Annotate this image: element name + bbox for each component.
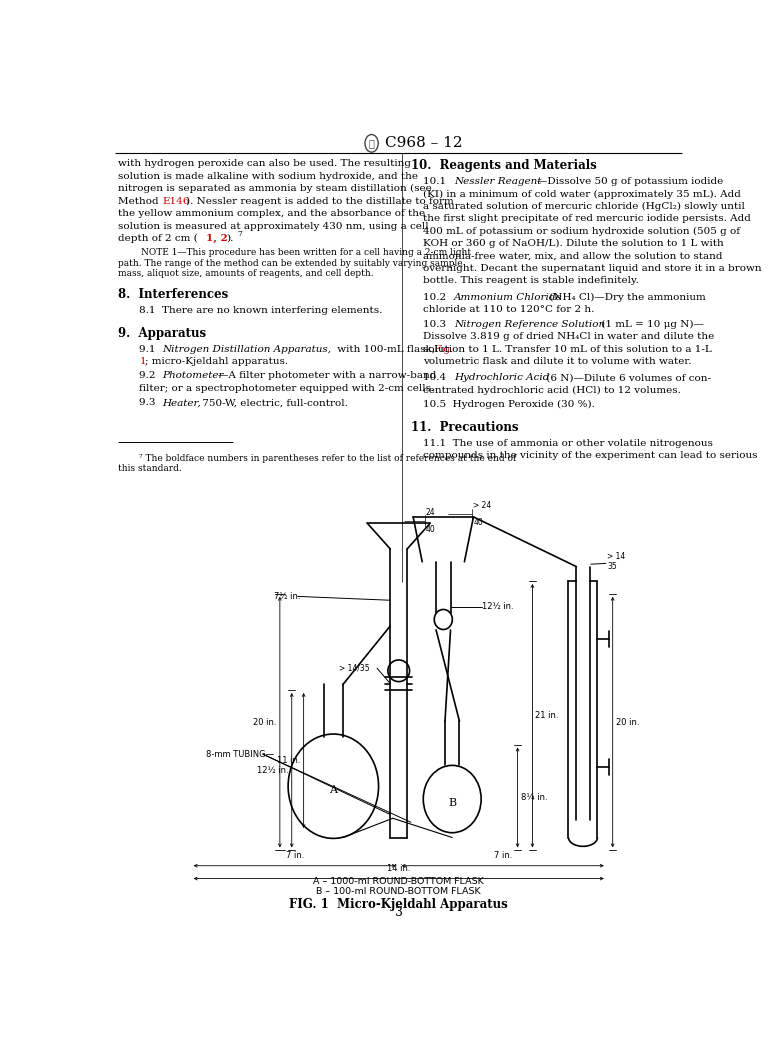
Text: chloride at 110 to 120°C for 2 h.: chloride at 110 to 120°C for 2 h. — [423, 305, 594, 314]
Text: nitrogen is separated as ammonia by steam distillation (see: nitrogen is separated as ammonia by stea… — [118, 184, 432, 194]
Text: with hydrogen peroxide can also be used. The resulting: with hydrogen peroxide can also be used.… — [118, 159, 412, 169]
Text: 20 in.: 20 in. — [254, 717, 277, 727]
Text: C968 – 12: C968 – 12 — [385, 136, 462, 150]
Text: KOH or 360 g of NaOH/L). Dilute the solution to 1 L with: KOH or 360 g of NaOH/L). Dilute the solu… — [423, 239, 724, 248]
Text: B – 100-ml ROUND-BOTTOM FLASK: B – 100-ml ROUND-BOTTOM FLASK — [317, 887, 481, 896]
Text: path. The range of the method can be extended by suitably varying sample: path. The range of the method can be ext… — [118, 259, 463, 268]
Text: (1 mL = 10 μg N)—: (1 mL = 10 μg N)— — [598, 320, 703, 329]
Text: E146: E146 — [163, 197, 190, 206]
Text: —Dissolve 50 g of potassium iodide: —Dissolve 50 g of potassium iodide — [538, 177, 724, 186]
Text: Method: Method — [118, 197, 163, 206]
Text: the first slight precipitate of red mercuric iodide persists. Add: the first slight precipitate of red merc… — [423, 214, 751, 224]
Text: 9.3: 9.3 — [139, 399, 163, 407]
Text: 750-W, electric, full-control.: 750-W, electric, full-control. — [198, 399, 348, 407]
Text: 9.1: 9.1 — [139, 345, 163, 354]
Text: Hydrochloric Acid: Hydrochloric Acid — [454, 374, 549, 382]
Text: 12½ in.: 12½ in. — [482, 602, 513, 611]
Text: solution to 1 L. Transfer 10 mL of this solution to a 1-L: solution to 1 L. Transfer 10 mL of this … — [423, 345, 712, 354]
Text: 10.4: 10.4 — [423, 374, 453, 382]
Text: ).: ). — [226, 234, 233, 243]
Text: Dissolve 3.819 g of dried NH₄Cl in water and dilute the: Dissolve 3.819 g of dried NH₄Cl in water… — [423, 332, 714, 341]
Text: compounds in the vicinity of the experiment can lead to serious: compounds in the vicinity of the experim… — [423, 451, 757, 460]
Text: mass, aliquot size, amounts of reagents, and cell depth.: mass, aliquot size, amounts of reagents,… — [118, 270, 374, 278]
Text: 7 in.: 7 in. — [286, 852, 304, 860]
Text: 400 mL of potassium or sodium hydroxide solution (505 g of: 400 mL of potassium or sodium hydroxide … — [423, 227, 740, 236]
Text: NOTE 1—This procedure has been written for a cell having a 2-cm light: NOTE 1—This procedure has been written f… — [142, 249, 471, 257]
Text: (NH₄ Cl)—Dry the ammonium: (NH₄ Cl)—Dry the ammonium — [546, 293, 706, 302]
Text: 1: 1 — [139, 357, 146, 366]
Text: 24: 24 — [426, 508, 436, 517]
Text: 1, 2: 1, 2 — [205, 234, 227, 243]
Text: 10.1: 10.1 — [423, 177, 453, 186]
Text: 7½ in.: 7½ in. — [274, 592, 300, 601]
Text: 12½ in.: 12½ in. — [257, 766, 289, 775]
Text: > 14: > 14 — [607, 552, 626, 561]
Text: 11.  Precautions: 11. Precautions — [411, 422, 518, 434]
Text: solution is measured at approximately 430 nm, using a cell: solution is measured at approximately 43… — [118, 222, 429, 230]
Text: (6 N)—Dilute 6 volumes of con-: (6 N)—Dilute 6 volumes of con- — [544, 374, 711, 382]
Text: Nessler Reagent: Nessler Reagent — [454, 177, 541, 186]
Text: with 100-mL flask,: with 100-mL flask, — [335, 345, 439, 354]
Text: Nitrogen Distillation Apparatus,: Nitrogen Distillation Apparatus, — [163, 345, 331, 354]
Text: > 14/35: > 14/35 — [339, 664, 370, 672]
Text: 7: 7 — [237, 230, 242, 238]
Text: the yellow ammonium complex, and the absorbance of the: the yellow ammonium complex, and the abs… — [118, 209, 426, 218]
Text: 11.1  The use of ammonia or other volatile nitrogenous: 11.1 The use of ammonia or other volatil… — [423, 438, 713, 448]
Text: 40: 40 — [426, 525, 436, 534]
Text: 8-mm TUBING—: 8-mm TUBING— — [205, 750, 274, 759]
Text: 14 in.: 14 in. — [387, 864, 411, 873]
Text: depth of 2 cm (: depth of 2 cm ( — [118, 234, 198, 243]
Text: 9.2: 9.2 — [139, 372, 163, 380]
Text: A – 1000-ml ROUND-BOTTOM FLASK: A – 1000-ml ROUND-BOTTOM FLASK — [314, 877, 484, 886]
Text: a saturated solution of mercuric chloride (HgCl₂) slowly until: a saturated solution of mercuric chlorid… — [423, 202, 745, 211]
Text: centrated hydrochloric acid (HCl) to 12 volumes.: centrated hydrochloric acid (HCl) to 12 … — [423, 386, 681, 395]
Text: overnight. Decant the supernatant liquid and store it in a brown: overnight. Decant the supernatant liquid… — [423, 264, 762, 273]
Text: B: B — [448, 798, 456, 808]
Text: (KI) in a minimum of cold water (approximately 35 mL). Add: (KI) in a minimum of cold water (approxi… — [423, 189, 741, 199]
Text: FIG. 1  Micro-Kjeldahl Apparatus: FIG. 1 Micro-Kjeldahl Apparatus — [289, 898, 508, 912]
Text: Nitrogen Reference Solution: Nitrogen Reference Solution — [454, 320, 605, 329]
Text: 10.3: 10.3 — [423, 320, 453, 329]
Text: volumetric flask and dilute it to volume with water.: volumetric flask and dilute it to volume… — [423, 357, 692, 366]
Text: Ammonium Chloride: Ammonium Chloride — [454, 293, 562, 302]
Text: —A filter photometer with a narrow-band: —A filter photometer with a narrow-band — [218, 372, 436, 380]
Text: A: A — [329, 785, 338, 795]
Text: Ⓐ: Ⓐ — [369, 138, 374, 149]
Text: ). Nessler reagent is added to the distillate to form: ). Nessler reagent is added to the disti… — [187, 197, 454, 206]
Text: 21 in.: 21 in. — [535, 711, 559, 720]
Text: 10.  Reagents and Materials: 10. Reagents and Materials — [411, 159, 597, 173]
Text: 3: 3 — [394, 906, 403, 918]
Text: Heater,: Heater, — [163, 399, 201, 407]
Text: 11 in.: 11 in. — [277, 756, 300, 765]
Text: solution is made alkaline with sodium hydroxide, and the: solution is made alkaline with sodium hy… — [118, 172, 419, 181]
Text: ammonia-free water, mix, and allow the solution to stand: ammonia-free water, mix, and allow the s… — [423, 252, 722, 260]
Text: 8.  Interferences: 8. Interferences — [118, 288, 229, 302]
Text: ⁷ The boldface numbers in parentheses refer to the list of references at the end: ⁷ The boldface numbers in parentheses re… — [139, 454, 517, 462]
Text: 9.  Apparatus: 9. Apparatus — [118, 327, 206, 340]
Text: Fig.: Fig. — [433, 345, 454, 354]
Text: 20 in.: 20 in. — [615, 717, 640, 727]
Text: 7 in.: 7 in. — [493, 852, 512, 860]
Text: filter; or a spectrophotometer equipped with 2-cm cells.: filter; or a spectrophotometer equipped … — [139, 384, 435, 392]
Text: 8.1  There are no known interfering elements.: 8.1 There are no known interfering eleme… — [139, 306, 383, 315]
Text: 8¼ in.: 8¼ in. — [520, 793, 547, 802]
Text: 10.2: 10.2 — [423, 293, 453, 302]
Text: Photometer: Photometer — [163, 372, 224, 380]
Text: ; micro-Kjeldahl apparatus.: ; micro-Kjeldahl apparatus. — [145, 357, 289, 366]
Text: 10.5  Hydrogen Peroxide (30 %).: 10.5 Hydrogen Peroxide (30 %). — [423, 400, 594, 409]
Text: > 24: > 24 — [474, 502, 492, 510]
Text: bottle. This reagent is stable indefinitely.: bottle. This reagent is stable indefinit… — [423, 277, 639, 285]
Text: this standard.: this standard. — [118, 464, 182, 473]
Text: 35: 35 — [607, 561, 617, 570]
Text: 40: 40 — [474, 518, 483, 528]
